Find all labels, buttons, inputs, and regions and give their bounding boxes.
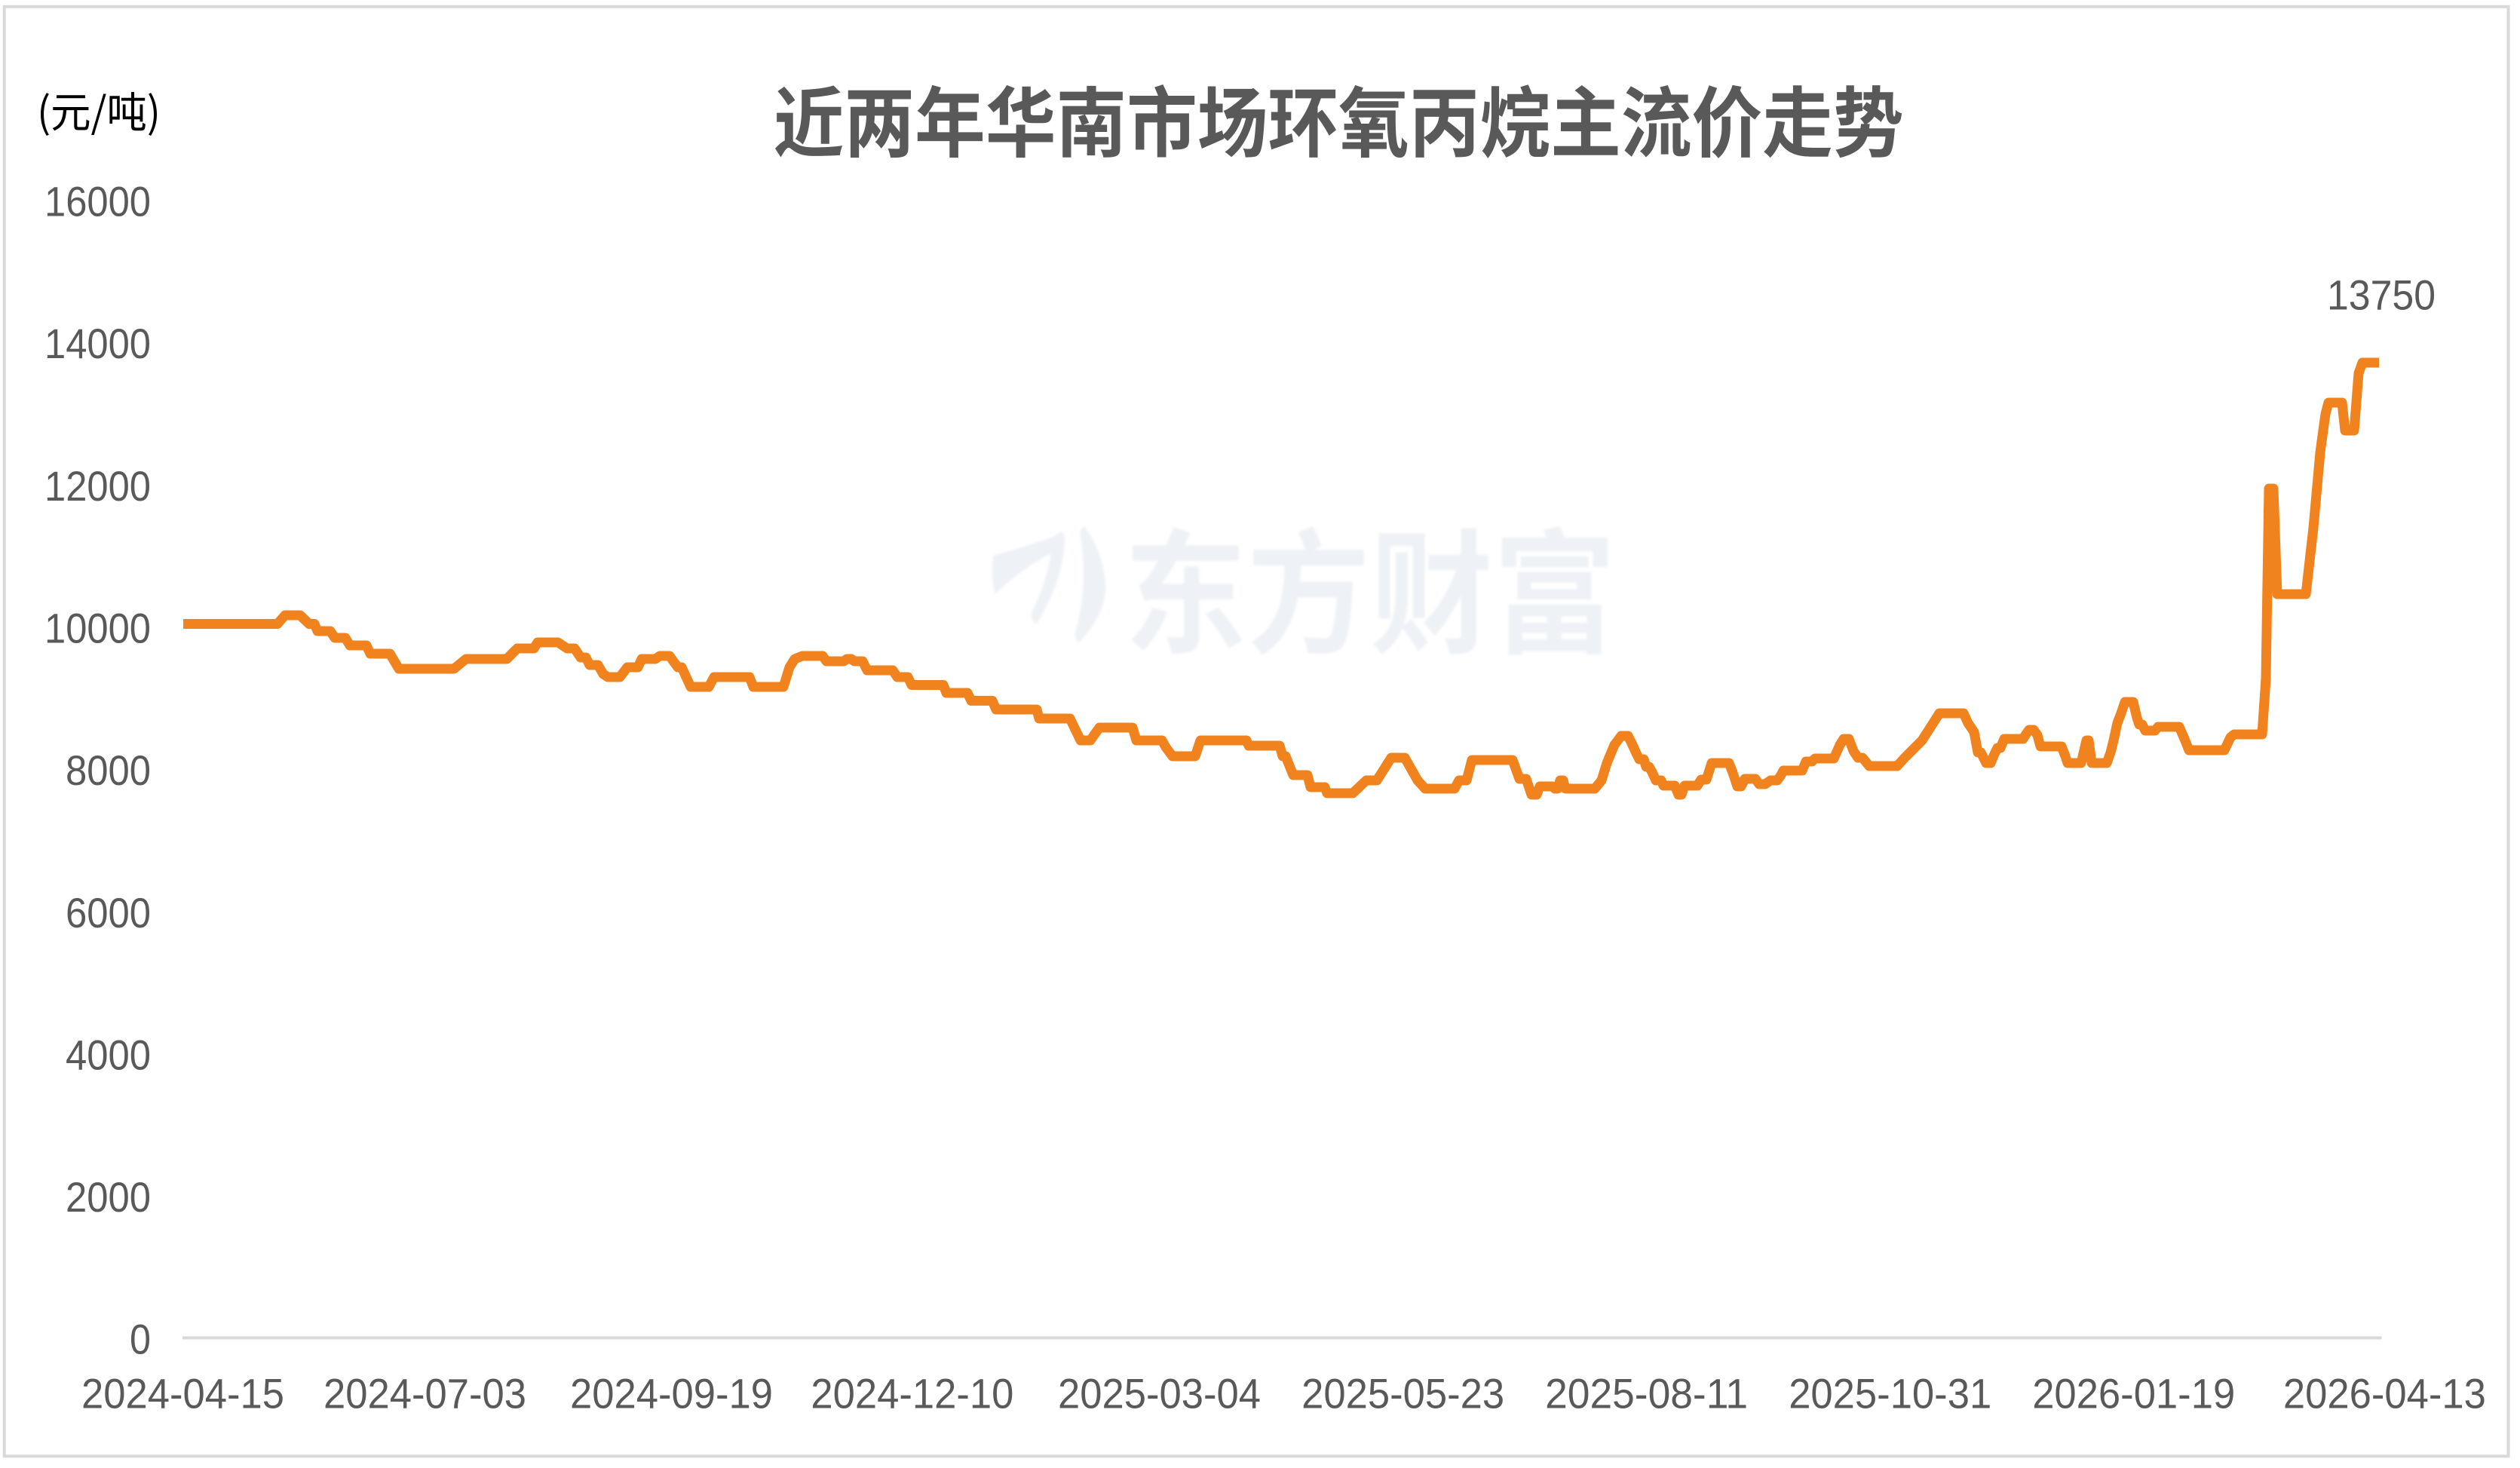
- svg-text:13750: 13750: [2327, 271, 2436, 319]
- svg-text:10000: 10000: [44, 605, 151, 652]
- svg-text:2000: 2000: [66, 1173, 151, 1221]
- svg-text:2024-04-15: 2024-04-15: [81, 1370, 284, 1417]
- svg-text:14000: 14000: [44, 320, 151, 367]
- svg-text:16000: 16000: [44, 178, 151, 225]
- svg-text:2026-04-13: 2026-04-13: [2283, 1370, 2486, 1417]
- svg-text:2025-05-23: 2025-05-23: [1301, 1370, 1504, 1417]
- svg-text:8000: 8000: [66, 746, 151, 794]
- svg-text:2024-09-19: 2024-09-19: [570, 1370, 773, 1417]
- svg-text:0: 0: [130, 1316, 151, 1363]
- svg-text:2026-01-19: 2026-01-19: [2032, 1370, 2235, 1417]
- svg-text:2024-12-10: 2024-12-10: [811, 1370, 1013, 1417]
- svg-text:2024-07-03: 2024-07-03: [323, 1370, 526, 1417]
- svg-text:2025-03-04: 2025-03-04: [1058, 1370, 1261, 1417]
- svg-text:12000: 12000: [44, 462, 151, 510]
- svg-text:4000: 4000: [66, 1031, 151, 1078]
- svg-text:2025-08-11: 2025-08-11: [1545, 1370, 1748, 1417]
- svg-text:2025-10-31: 2025-10-31: [1789, 1370, 1991, 1417]
- svg-text:6000: 6000: [66, 889, 151, 936]
